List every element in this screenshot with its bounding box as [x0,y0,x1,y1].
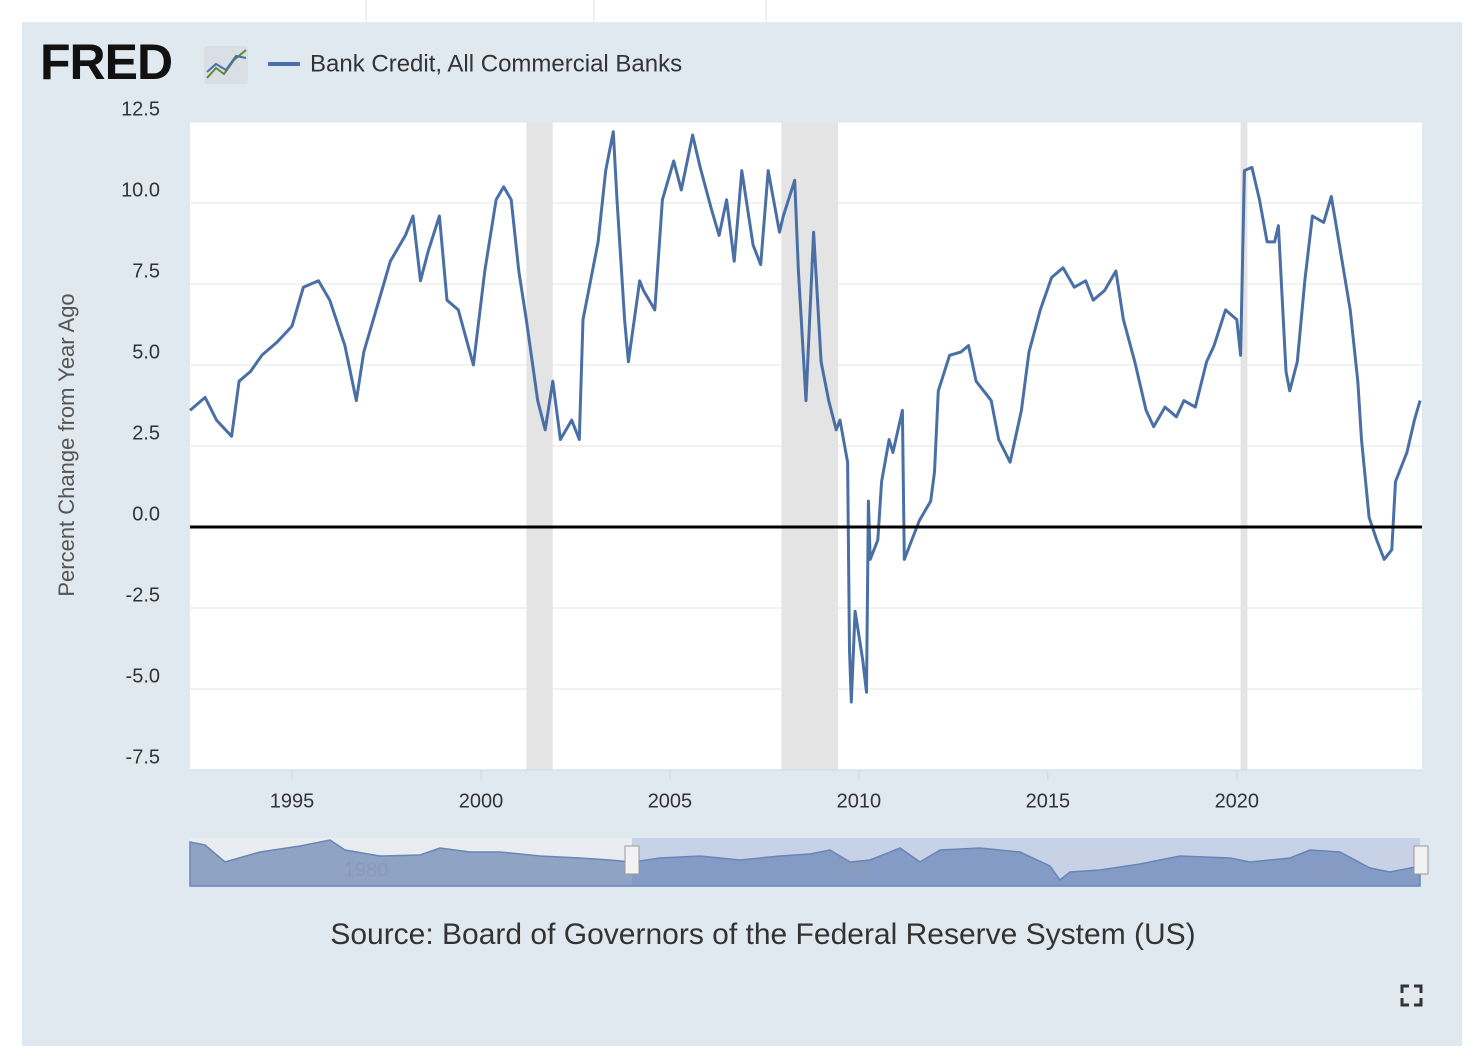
navigator-label: 2020 [1312,859,1357,881]
y-tick-label: 7.5 [132,260,160,282]
logo-icon [204,46,248,84]
navigator-handle[interactable] [1413,845,1429,875]
x-tick-label: 2015 [1026,790,1071,812]
y-tick-label: 2.5 [132,422,160,444]
y-tick-label: 0.0 [132,503,160,525]
navigator-handle[interactable] [624,845,640,875]
x-tick-label: 2005 [648,790,693,812]
y-tick-label: -5.0 [126,665,160,687]
y-tick-label: 10.0 [121,179,160,201]
fullscreen-button[interactable] [1400,984,1423,1007]
navigator-selection [632,838,1420,886]
source: Source: Board of Governors of the Federa… [330,918,1195,951]
navigator[interactable]: 1980 2000 2020 [189,838,1429,887]
logo[interactable]: FRED [40,34,173,90]
plot: 12.5 10.0 7.5 5.0 2.5 0.0 -2.5 -5.0 -7.5 1995 2000… [121,98,1422,812]
y-tick-label: 12.5 [121,98,160,120]
navigator-series [189,839,1421,887]
x-tick-label: 2000 [459,790,504,812]
x-tick-label: 1995 [270,790,315,812]
y-tick-label: -7.5 [126,746,160,768]
y-tick-label: 5.0 [132,341,160,363]
y-axis-title: Percent Change from Year Ago [54,293,79,596]
y-tick-label: -2.5 [126,584,160,606]
legend-label[interactable]: Bank Credit, All Commercial Banks [310,50,682,77]
series-line [189,130,1422,704]
x-tick-label: 2010 [837,790,882,812]
x-tick-label: 2020 [1215,790,1260,812]
navigator-label: 2000 [828,859,873,881]
navigator-label: 1980 [344,859,389,881]
